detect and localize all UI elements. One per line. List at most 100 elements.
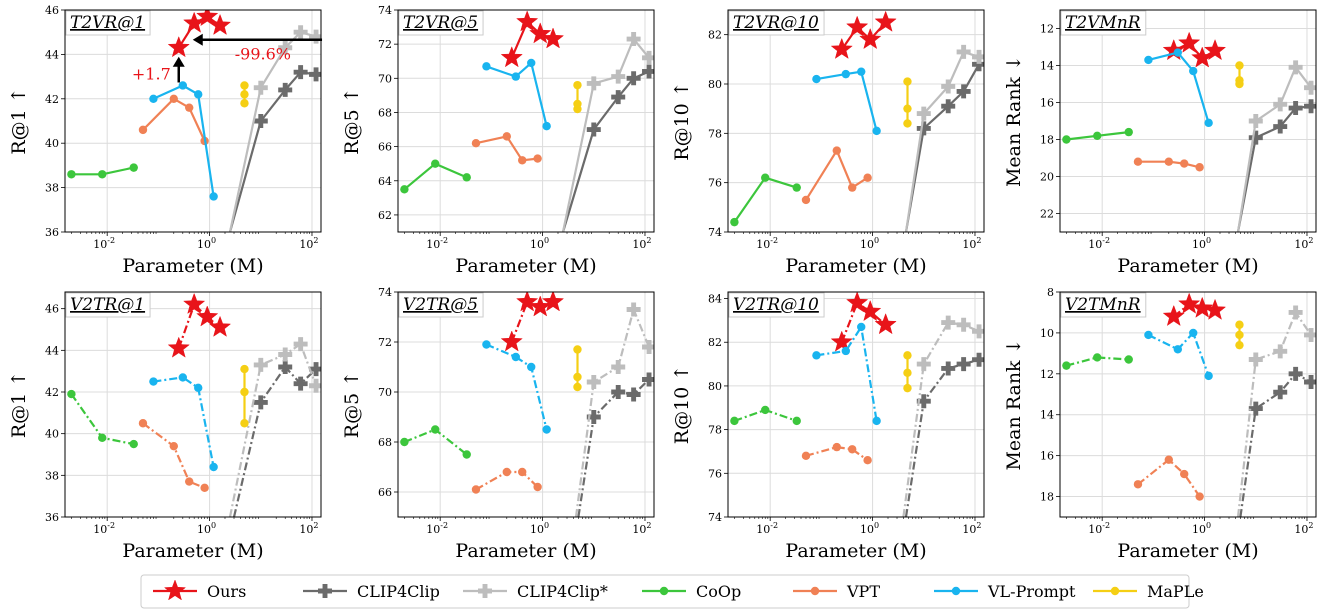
marker-vl-prompt [1173, 345, 1183, 354]
marker-ours [830, 330, 853, 352]
x-tick-label: 102 [299, 236, 318, 251]
marker-ours [516, 10, 539, 32]
axes-frame [397, 9, 655, 233]
panel-title-box [65, 10, 151, 36]
panel-title: T2VR@5 [403, 13, 478, 33]
y-tick-label: 76 [708, 467, 722, 480]
marker-clip4clip- [586, 375, 601, 389]
y-tick-label: 10 [1040, 327, 1054, 340]
series-line-clip4clip [1239, 372, 1312, 517]
marker-clip4clip- [1288, 60, 1303, 75]
marker-clip4clip [293, 65, 308, 80]
marker-clip4clip [611, 90, 626, 105]
legend-marker [163, 579, 187, 601]
marker-vpt [185, 103, 194, 112]
y-tick-label: 82 [708, 336, 722, 349]
marker-maple [573, 80, 582, 90]
x-tick-label: 100 [197, 236, 216, 251]
x-tick-label: 100 [197, 521, 216, 536]
gain-arrow-head [172, 56, 185, 67]
x-tick-label: 100 [1192, 236, 1211, 251]
marker-ours [1203, 38, 1227, 61]
series-line-clip4clip- [1236, 66, 1312, 232]
marker-ours [1203, 298, 1227, 320]
panel-7: 8 10 12 14 16 18 10-2 100 102 V2TMnR Parameter (M)… [1003, 286, 1317, 562]
marker-vpt [848, 445, 857, 454]
marker-maple [240, 387, 249, 397]
marker-clip4clip- [626, 302, 641, 317]
legend-entry: MaPLe [1093, 582, 1204, 601]
y-tick-label: 44 [45, 48, 59, 61]
y-axis-label: R@1 ↑ [8, 87, 30, 154]
marker-clip4clip [586, 122, 601, 137]
marker-clip4clip- [278, 40, 293, 55]
marker-clip4clip- [1304, 327, 1316, 342]
y-axis-label: R@1 ↑ [8, 371, 30, 438]
axes-frame [727, 291, 985, 518]
y-tick-label: 40 [45, 428, 59, 441]
marker-maple [1235, 61, 1244, 70]
series-layer [67, 10, 321, 232]
marker-vl-prompt [542, 121, 551, 131]
marker-ours [859, 299, 882, 322]
marker-vl-prompt [1204, 118, 1213, 128]
marker-vpt [169, 441, 178, 451]
marker-clip4clip- [941, 315, 956, 330]
marker-ours [874, 313, 897, 335]
marker-vl-prompt [857, 322, 866, 332]
marker-maple [903, 368, 912, 378]
marker-vl-prompt [841, 69, 851, 79]
marker-clip4clip- [309, 378, 321, 393]
marker-ours [516, 292, 539, 312]
x-tick-label: 100 [860, 521, 879, 536]
marker-vpt [1180, 159, 1189, 168]
marker-vl-prompt [178, 373, 188, 382]
legend-entry: CLIP4Clip [303, 582, 440, 601]
marker-clip4clip [253, 395, 268, 410]
y-axis-label: R@5 ↑ [341, 87, 363, 154]
marker-maple [903, 77, 912, 86]
panel-2: 74 76 78 80 82 10-2 100 102 T2VR@10 Parameter (M)… [671, 9, 985, 277]
series-line-vl-prompt [1148, 51, 1210, 124]
marker-vpt [801, 451, 811, 461]
series-line-clip4clip- [561, 37, 650, 232]
marker-clip4clip- [611, 360, 626, 374]
marker-coop [761, 173, 770, 182]
y-tick-label: 70 [378, 72, 392, 85]
marker-ours [500, 330, 523, 352]
marker-clip4clip- [626, 32, 641, 47]
series-line-ours [177, 303, 221, 349]
legend-marker [318, 584, 332, 598]
marker-maple [573, 104, 582, 114]
marker-ours [208, 13, 232, 36]
marker-vpt [169, 94, 178, 104]
y-tick-label: 78 [708, 127, 722, 140]
y-tick-label: 70 [378, 386, 392, 399]
legend-label: CLIP4Clip* [517, 582, 608, 601]
marker-vpt [138, 125, 148, 135]
marker-clip4clip [1248, 130, 1263, 145]
y-tick-label: 74 [378, 4, 392, 17]
y-axis-label: R@10 ↑ [671, 81, 693, 160]
marker-vl-prompt [1173, 48, 1183, 57]
marker-vpt [533, 154, 542, 163]
axes-frame [1059, 291, 1317, 518]
marker-vpt [1164, 455, 1173, 464]
axes-frame [64, 291, 322, 518]
y-tick-label: 40 [45, 137, 59, 150]
marker-vl-prompt [812, 74, 821, 84]
legend-marker [810, 586, 820, 596]
marker-clip4clip [293, 376, 308, 391]
x-axis-label: Parameter (M) [122, 255, 263, 277]
reduction-annotation: -99.6% [235, 45, 291, 64]
marker-clip4clip- [586, 76, 601, 91]
x-tick-label: 102 [299, 521, 318, 536]
marker-clip4clip- [1304, 80, 1316, 95]
marker-clip4clip [916, 121, 931, 136]
x-tick-label: 102 [962, 236, 981, 251]
marker-clip4clip [1273, 385, 1288, 400]
y-axis-label: Mean Rank ↓ [1003, 55, 1025, 187]
panel-title-box [728, 292, 825, 318]
y-tick-label: 12 [1040, 23, 1054, 36]
marker-vl-prompt [511, 352, 521, 362]
